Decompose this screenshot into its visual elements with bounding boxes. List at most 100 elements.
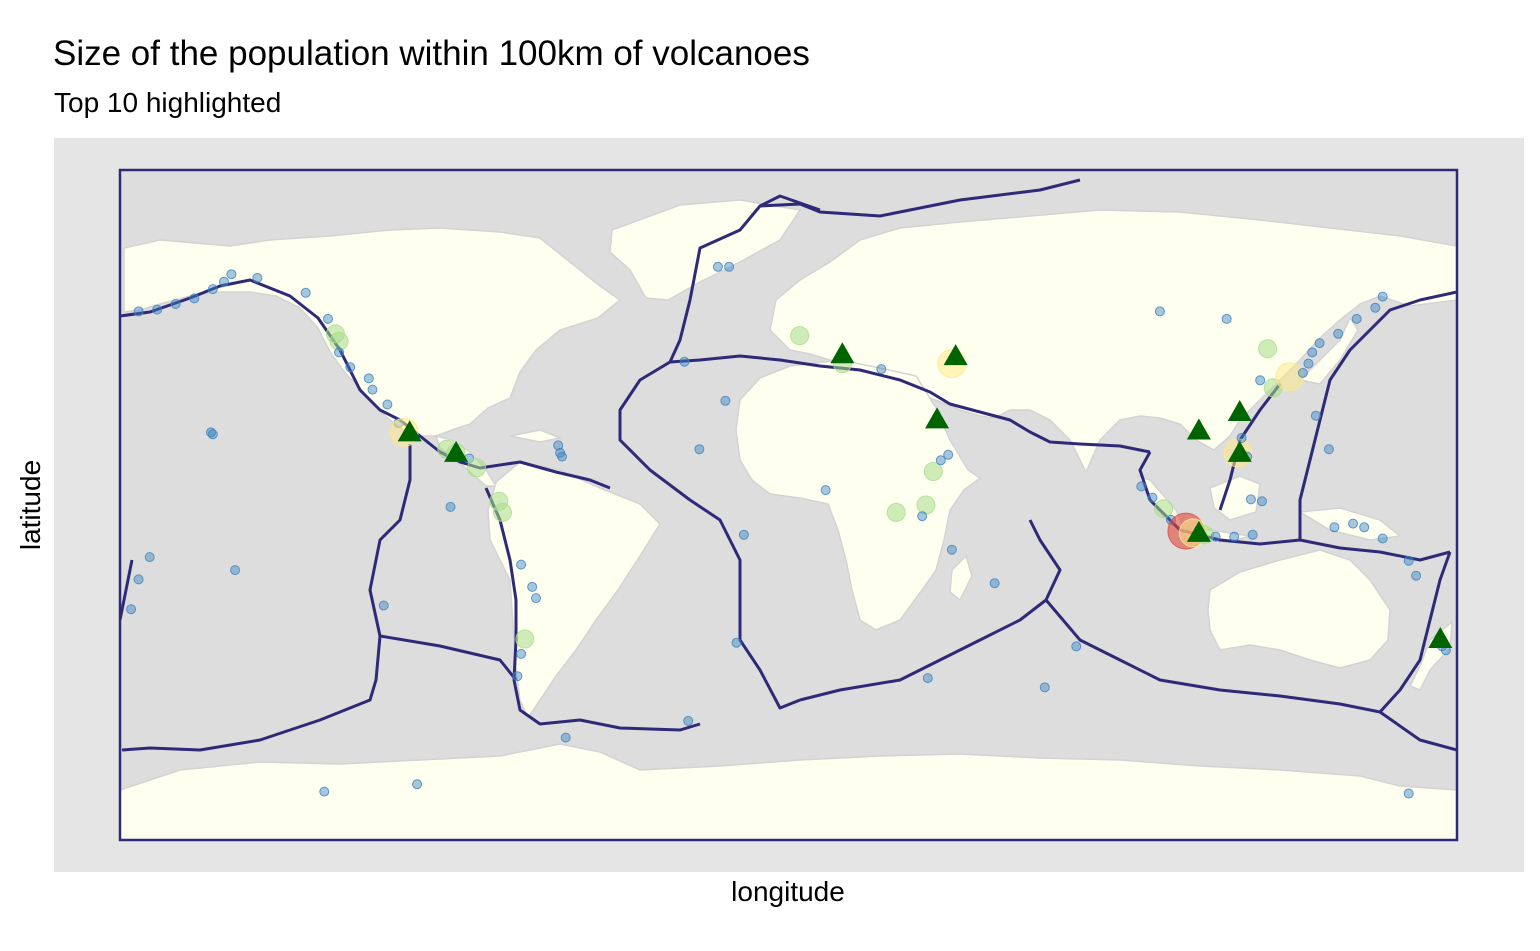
volcano-point: [1297, 367, 1308, 378]
volcano-point: [445, 501, 456, 512]
volcano-point: [189, 293, 200, 304]
volcano-point: [1333, 328, 1344, 339]
land-africa: [735, 359, 982, 631]
volcano-point: [1071, 641, 1082, 652]
volcano-point: [1359, 522, 1370, 533]
land-eurasia: [769, 209, 1457, 474]
volcano-point: [516, 559, 527, 570]
volcano-point: [467, 458, 486, 478]
volcano-point: [133, 306, 144, 317]
volcano-point: [345, 362, 356, 373]
plate-boundary-east-pacific-rise: [121, 444, 412, 752]
volcano-point: [207, 429, 218, 440]
volcano-point: [252, 272, 263, 283]
top10-volcano-marker: [1428, 627, 1453, 648]
volcano-point: [876, 364, 887, 375]
volcano-point: [557, 451, 567, 462]
volcano-point: [323, 313, 333, 324]
volcano-point: [720, 395, 731, 406]
land-antarctica: [120, 743, 1457, 840]
volcano-point: [694, 444, 705, 455]
top10-volcano-marker: [1186, 520, 1211, 542]
top10-volcano-marker: [444, 440, 469, 462]
top10-volcano-marker: [943, 344, 968, 366]
land-borneo: [1209, 475, 1261, 521]
volcano-point: [126, 604, 137, 615]
plate-boundary-nazca: [379, 634, 518, 681]
volcano-point: [512, 671, 523, 682]
volcano-point: [1411, 570, 1422, 581]
land-greenland: [609, 199, 802, 301]
volcano-point: [731, 637, 742, 648]
top10-markers: [397, 342, 1453, 648]
top10-volcano-marker: [830, 342, 855, 364]
volcano-point: [790, 326, 810, 346]
volcano-point: [1403, 555, 1414, 566]
top10-volcano-marker: [1227, 399, 1252, 421]
volcano-point: [300, 287, 311, 298]
volcano-point: [1210, 531, 1221, 542]
volcano-point: [1310, 410, 1321, 421]
volcano-point: [319, 786, 330, 797]
volcano-point: [144, 552, 155, 563]
plate-boundary-sunda: [1138, 451, 1451, 562]
volcano-point: [1307, 347, 1318, 358]
volcano-point: [207, 284, 218, 295]
volcano-point: [1154, 499, 1174, 519]
volcano-point: [1136, 481, 1147, 492]
plate-boundary-west-edge: [120, 559, 134, 621]
plate-boundary-southwest-indian: [799, 519, 1062, 702]
top10-volcano-marker: [925, 407, 950, 429]
top10-volcano-marker: [397, 420, 422, 442]
volcano-point: [1147, 492, 1158, 503]
volcano-point: [946, 544, 957, 555]
volcano-point: [943, 449, 954, 460]
volcano-point: [922, 673, 933, 684]
volcano-point: [1257, 496, 1267, 507]
volcano-point: [1275, 362, 1305, 392]
volcano-point: [412, 779, 423, 790]
volcano-point: [683, 715, 694, 726]
volcano-point: [989, 578, 1000, 589]
volcano-point: [935, 455, 946, 466]
x-axis-label: longitude: [731, 876, 845, 907]
volcano-point: [1329, 522, 1340, 533]
chart-title: Size of the population within 100km of v…: [53, 34, 810, 73]
volcano-point: [1221, 313, 1232, 324]
volcano-point: [1247, 529, 1258, 540]
plate-boundary-andes: [484, 487, 701, 732]
volcano-point: [1370, 302, 1381, 313]
land-south-america: [487, 461, 661, 720]
volcano-point: [363, 373, 374, 384]
volcano-point: [1039, 682, 1050, 693]
plate-boundary-west-pacific: [1298, 290, 1457, 540]
land-australia: [1207, 549, 1391, 669]
volcano-point: [560, 732, 571, 743]
volcano-point: [515, 629, 535, 649]
volcano-point: [230, 565, 241, 576]
top10-volcano-marker: [1186, 418, 1211, 440]
volcano-point: [382, 399, 393, 410]
chart-subtitle: Top 10 highlighted: [54, 87, 282, 118]
volcano-point: [170, 299, 181, 309]
land-masses: [120, 199, 1457, 840]
volcano-point: [553, 440, 564, 451]
volcano-point: [516, 648, 527, 659]
volcano-point: [916, 495, 936, 515]
volcano-point: [1377, 291, 1388, 302]
volcano-point: [378, 600, 389, 611]
land-new-guinea: [1297, 507, 1402, 541]
volcano-point: [917, 511, 928, 522]
volcano-point: [329, 331, 349, 351]
volcano-point: [886, 502, 906, 522]
volcano-point: [1255, 375, 1266, 386]
plate-boundary-mid-atlantic: [618, 194, 821, 710]
volcano-point: [334, 347, 345, 358]
volcano-point: [219, 276, 229, 287]
volcano-point: [1348, 518, 1358, 529]
volcano-point: [493, 502, 512, 522]
volcano-point: [738, 529, 749, 540]
volcano-point: [531, 593, 541, 604]
